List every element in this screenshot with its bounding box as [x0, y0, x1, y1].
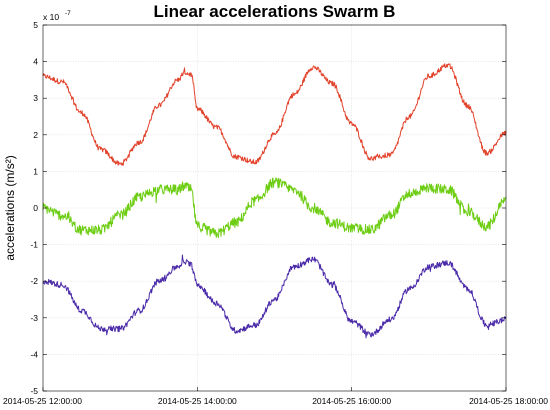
y-scale-factor: x 10	[43, 12, 59, 22]
x-tick-label: 2014-05-25 16:00:00	[312, 396, 391, 406]
series-layer	[42, 63, 507, 339]
y-tick-label: 4	[33, 57, 38, 67]
y-axis-label: accelerations (m/s²)	[3, 155, 17, 260]
x-tick-label: 2014-05-25 12:00:00	[3, 396, 82, 406]
y-tick-label: -5	[30, 386, 38, 396]
y-tick-label: 1	[33, 166, 38, 176]
x-tick-label: 2014-05-25 18:00:00	[469, 396, 548, 406]
grid	[43, 25, 506, 391]
series-line-2	[42, 177, 507, 239]
series-line-1	[42, 63, 507, 166]
y-tick-label: 5	[33, 20, 38, 30]
y-tick-label: -2	[30, 276, 38, 286]
series-line-3	[42, 254, 507, 339]
y-tick-label: -1	[30, 240, 38, 250]
chart-title: Linear accelerations Swarm B	[154, 2, 396, 21]
y-tick-label: 2	[33, 130, 38, 140]
y-tick-label: -4	[30, 349, 38, 359]
y-tick-label: 3	[33, 93, 38, 103]
y-tick-label: 0	[33, 203, 38, 213]
y-scale-exponent: -7	[65, 10, 71, 17]
x-tick-label: 2014-05-25 14:00:00	[158, 396, 237, 406]
y-tick-label: -3	[30, 313, 38, 323]
